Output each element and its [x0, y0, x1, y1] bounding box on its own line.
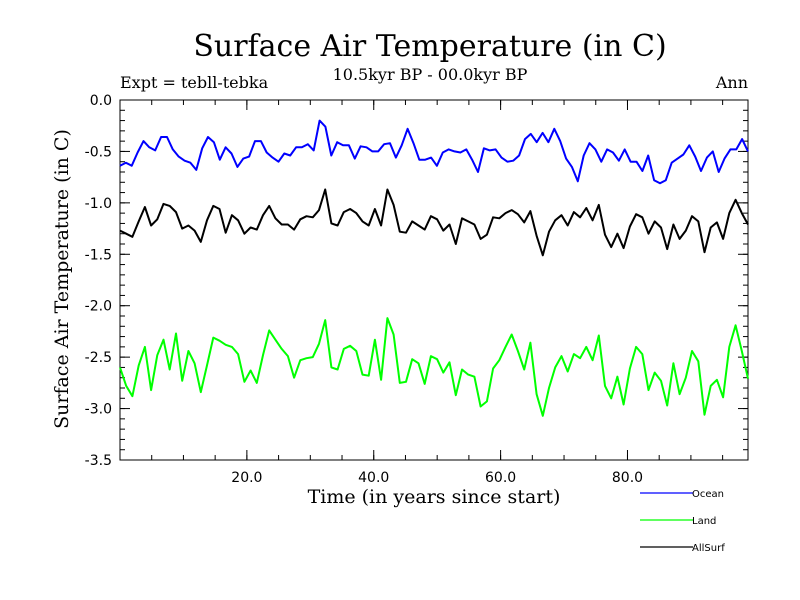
period-label: Ann: [715, 73, 748, 92]
y-tick-label: 0.0: [90, 93, 112, 109]
y-axis: 0.0 -0.5 -1.0 -1.5 -2.0 -2.5 -3.0 -3.5: [85, 93, 748, 469]
x-tick-label: 40.0: [358, 470, 389, 486]
y-tick-label: -3.5: [85, 453, 112, 469]
legend-label-allsurf: AllSurf: [692, 543, 725, 554]
legend: Ocean Land AllSurf: [640, 489, 725, 554]
legend-label-ocean: Ocean: [692, 489, 724, 500]
y-tick-label: -3.0: [85, 402, 112, 418]
x-tick-label: 20.0: [231, 470, 262, 486]
y-tick-label: -1.5: [85, 247, 112, 263]
x-axis-label: Time (in years since start): [308, 486, 561, 508]
plot-area: [119, 99, 749, 461]
plot-frame: [119, 99, 749, 461]
y-tick-label: -2.5: [85, 350, 112, 366]
chart-subtitle: 10.5kyr BP - 00.0kyr BP: [333, 65, 528, 84]
series-line-ocean: [119, 119, 749, 185]
x-axis: 20.0 40.0 60.0 80.0: [151, 100, 724, 486]
x-tick-label: 80.0: [612, 470, 643, 486]
experiment-label: Expt = tebll-tebka: [120, 73, 269, 92]
series-lines: [119, 119, 749, 417]
y-tick-label: -0.5: [85, 144, 112, 160]
series-line-allsurf: [119, 188, 749, 257]
y-tick-label: -1.0: [85, 196, 112, 212]
y-tick-label: -2.0: [85, 299, 112, 315]
series-line-land: [119, 317, 749, 417]
chart-title: Surface Air Temperature (in C): [193, 29, 666, 64]
legend-label-land: Land: [692, 516, 716, 527]
x-tick-label: 60.0: [485, 470, 516, 486]
y-axis-label: Surface Air Temperature (in C): [51, 129, 73, 429]
